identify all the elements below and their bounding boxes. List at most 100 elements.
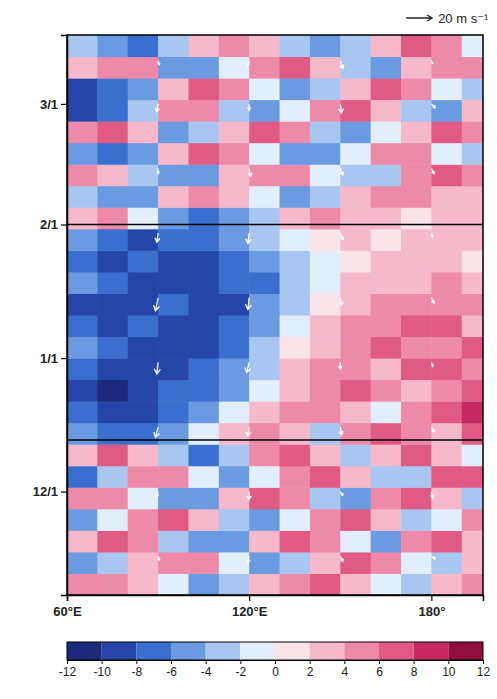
cell [401, 35, 432, 57]
cell [97, 487, 128, 509]
cell [219, 466, 250, 488]
cell [128, 35, 159, 57]
cell [67, 35, 98, 57]
cell [188, 272, 219, 294]
colorbar-tick-mark [171, 660, 172, 664]
cell [280, 272, 311, 294]
cell [310, 444, 341, 466]
cell [67, 250, 98, 272]
cell [128, 293, 159, 315]
y-tick: 2/1 [40, 217, 67, 232]
wind-vector [339, 427, 343, 435]
cell [188, 78, 219, 100]
colorbar-tick-label: 0 [272, 665, 279, 679]
cell [97, 552, 128, 574]
cell [67, 337, 98, 359]
cell [249, 57, 280, 79]
colorbar-tick-mark [240, 660, 241, 664]
cell [462, 272, 483, 294]
cell [371, 401, 402, 423]
cell [401, 380, 432, 402]
cell [280, 509, 311, 531]
cell [280, 35, 311, 57]
cell [310, 358, 341, 380]
cell [219, 57, 250, 79]
cell [340, 444, 371, 466]
cell [128, 272, 159, 294]
colorbar-tick-label: -6 [166, 665, 177, 679]
cell [462, 250, 483, 272]
cell [431, 315, 462, 337]
cell [401, 57, 432, 79]
cell [219, 444, 250, 466]
cell [158, 315, 189, 337]
cell [310, 78, 341, 100]
cell [431, 552, 462, 574]
cell [128, 423, 159, 445]
colorbar-tick: 2 [307, 660, 314, 679]
cell [249, 207, 280, 229]
cell [280, 293, 311, 315]
y-axis: 12/11/12/13/1 [33, 36, 68, 596]
cell [188, 229, 219, 251]
wind-vector [158, 61, 160, 65]
cell [249, 35, 280, 57]
cell [280, 207, 311, 229]
colorbar-swatch [448, 642, 483, 660]
cell [67, 380, 98, 402]
cell [158, 293, 189, 315]
cell [158, 272, 189, 294]
cell [340, 466, 371, 488]
cell [431, 337, 462, 359]
cell [401, 509, 432, 531]
cell [188, 100, 219, 122]
x-tick: 60°E [53, 595, 82, 619]
chart: 60°E120°E180°12/11/12/13/120 m s⁻¹-12-10… [0, 0, 497, 699]
cell [188, 444, 219, 466]
cell [67, 466, 98, 488]
cell [280, 121, 311, 143]
cell [401, 164, 432, 186]
cell [67, 530, 98, 552]
cell [280, 552, 311, 574]
cell [371, 35, 402, 57]
x-tick-label: 120°E [232, 604, 268, 619]
cell [431, 250, 462, 272]
cell [158, 35, 189, 57]
cell [462, 57, 483, 79]
cell [158, 530, 189, 552]
cell [128, 164, 159, 186]
cell [97, 186, 128, 208]
cell [219, 164, 250, 186]
cell [219, 401, 250, 423]
cell [97, 401, 128, 423]
cell [310, 487, 341, 509]
cell [188, 552, 219, 574]
cell [340, 186, 371, 208]
cell [371, 466, 402, 488]
cell [340, 164, 371, 186]
cell [97, 358, 128, 380]
cell [340, 530, 371, 552]
colorbar-tick: -6 [166, 660, 177, 679]
cell [431, 57, 462, 79]
wind-vector [156, 492, 159, 497]
cell [188, 143, 219, 165]
wind-vector [247, 556, 251, 563]
cell [219, 423, 250, 445]
wind-vector [246, 427, 251, 436]
cell [340, 121, 371, 143]
cell [340, 78, 371, 100]
cell [97, 293, 128, 315]
cell [401, 487, 432, 509]
cell [462, 401, 483, 423]
cell [188, 164, 219, 186]
cell [249, 186, 280, 208]
cell [188, 358, 219, 380]
wind-vector [430, 492, 434, 499]
cell [128, 380, 159, 402]
y-tick-mark [61, 224, 67, 225]
cell [340, 272, 371, 294]
wind-vector [340, 492, 343, 496]
colorbar-axis-line [68, 661, 484, 665]
